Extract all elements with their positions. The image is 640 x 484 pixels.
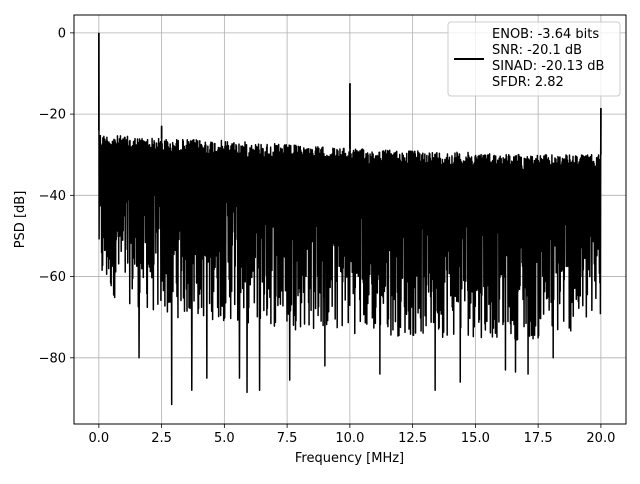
y-axis-label: PSD [dB] xyxy=(13,191,28,249)
x-tick-label: 12.5 xyxy=(398,431,427,446)
x-tick-label: 10.0 xyxy=(335,431,364,446)
y-tick-label: 0 xyxy=(58,26,66,41)
y-tick-label: −20 xyxy=(39,108,66,123)
y-tick-label: −60 xyxy=(39,270,66,285)
x-tick-label: 5.0 xyxy=(214,431,235,446)
x-tick-label: 7.5 xyxy=(277,431,298,446)
x-axis-label: Frequency [MHz] xyxy=(295,451,404,466)
y-tick-label: −80 xyxy=(39,351,66,366)
x-tick-label: 17.5 xyxy=(524,431,553,446)
legend-sinad: SINAD: -20.13 dB xyxy=(492,59,604,74)
y-tick-label: −40 xyxy=(39,189,66,204)
legend: ENOB: -3.64 bits SNR: -20.1 dB SINAD: -2… xyxy=(447,21,621,97)
legend-enob: ENOB: -3.64 bits xyxy=(492,27,599,42)
legend-sfdr: SFDR: 2.82 xyxy=(492,75,564,90)
ticks: 0.0 2.5 5.0 7.5 10.0 12.5 15.0 17.5 20.0 0 −20 −40 −… xyxy=(39,26,616,446)
data-layer xyxy=(98,32,602,406)
legend-snr: SNR: -20.1 dB xyxy=(492,43,582,58)
x-tick-label: 2.5 xyxy=(151,431,172,446)
x-tick-label: 0.0 xyxy=(89,431,110,446)
x-tick-label: 15.0 xyxy=(461,431,490,446)
legend-box xyxy=(447,21,621,97)
x-tick-label: 20.0 xyxy=(586,431,615,446)
psd-series-line xyxy=(98,32,602,406)
